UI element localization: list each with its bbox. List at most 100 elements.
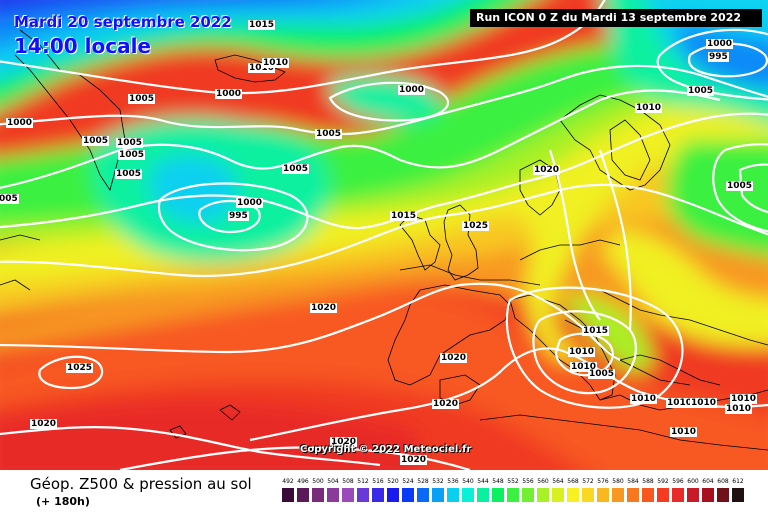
legend-color-swatch <box>492 488 504 502</box>
legend-color-swatch <box>282 488 294 502</box>
legend-value-label: 560 <box>537 478 549 485</box>
isobar-label: 1000 <box>6 118 34 128</box>
legend-color-swatch <box>627 488 639 502</box>
isobar-label: 1020 <box>330 437 358 447</box>
legend-color-swatch <box>657 488 669 502</box>
model-run-banner: Run ICON 0 Z du Mardi 13 septembre 2022 <box>470 9 762 27</box>
isobar-label: 995 <box>228 211 249 221</box>
legend-color-swatch <box>522 488 534 502</box>
legend-value-label: 540 <box>462 478 474 485</box>
legend-value-label: 536 <box>447 478 459 485</box>
legend-color-swatch <box>717 488 729 502</box>
isobar-label: 1005 <box>128 94 156 104</box>
isobar-label: 1020 <box>400 455 428 465</box>
isobar-label: 1010 <box>630 394 658 404</box>
isobar-label: 1005 <box>116 138 144 148</box>
legend-value-label: 608 <box>717 478 729 485</box>
legend-color-swatch <box>297 488 309 502</box>
legend-color-swatch <box>312 488 324 502</box>
legend-color-swatch <box>417 488 429 502</box>
isobar-label: 1010 <box>690 398 718 408</box>
isobar-label: 1015 <box>248 20 276 30</box>
legend-value-label: 584 <box>627 478 639 485</box>
isobar-label: 1005 <box>282 164 310 174</box>
legend-value-label: 576 <box>597 478 609 485</box>
legend-value-label: 508 <box>342 478 354 485</box>
legend-color-swatch <box>372 488 384 502</box>
legend-color-swatch <box>462 488 474 502</box>
legend-value-label: 564 <box>552 478 564 485</box>
legend-color-swatch <box>477 488 489 502</box>
isobar-label: 1010 <box>730 394 758 404</box>
legend-value-label: 556 <box>522 478 534 485</box>
map-footer: Géop. Z500 & pression au sol (+ 180h) 49… <box>0 470 768 512</box>
isobar-label: 1020 <box>310 303 338 313</box>
legend-value-label: 612 <box>732 478 744 485</box>
isobar-label: 1010 <box>570 362 598 372</box>
legend-color-swatch <box>357 488 369 502</box>
legend-color-swatch <box>567 488 579 502</box>
product-title: Géop. Z500 & pression au sol <box>30 475 252 493</box>
legend-value-label: 600 <box>687 478 699 485</box>
isobar-label: 1010 <box>248 63 276 73</box>
legend-value-label: 500 <box>312 478 324 485</box>
isobar-label: 1015 <box>390 211 418 221</box>
legend-value-label: 524 <box>402 478 414 485</box>
isobar-label: 1000 <box>398 85 426 95</box>
isobar-label: 1010 <box>568 347 596 357</box>
isobar-label: 1020 <box>432 399 460 409</box>
legend-value-label: 552 <box>507 478 519 485</box>
isobar-label: 1005 <box>588 369 616 379</box>
legend-color-swatch <box>342 488 354 502</box>
legend-color-swatch <box>432 488 444 502</box>
isobar-label: 1000 <box>706 39 734 49</box>
legend-color-swatch <box>552 488 564 502</box>
legend-color-swatch <box>642 488 654 502</box>
legend-value-label: 572 <box>582 478 594 485</box>
isobar-label: 1010 <box>670 427 698 437</box>
isobar-label: 1015 <box>582 326 610 336</box>
legend-value-label: 592 <box>657 478 669 485</box>
geopotential-map: 1015 1010 1010 1005 1000 1000 1000 1005 1005 1005… <box>0 0 768 470</box>
legend-value-label: 520 <box>387 478 399 485</box>
legend-value-label: 580 <box>612 478 624 485</box>
forecast-local-time: 14:00 locale <box>14 34 151 58</box>
legend-value-label: 548 <box>492 478 504 485</box>
isobar-label: 1005 <box>315 129 343 139</box>
legend-value-label: 512 <box>357 478 369 485</box>
forecast-lead-time: (+ 180h) <box>36 495 90 508</box>
legend-color-swatch <box>582 488 594 502</box>
legend-value-label: 568 <box>567 478 579 485</box>
legend-value-label: 496 <box>297 478 309 485</box>
legend-color-swatch <box>612 488 624 502</box>
legend-value-label: 544 <box>477 478 489 485</box>
isobar-label: 1010 <box>725 404 753 414</box>
legend-color-swatch <box>327 488 339 502</box>
legend-color-swatch <box>597 488 609 502</box>
isobar-label: 005 <box>0 194 19 204</box>
legend-value-label: 532 <box>432 478 444 485</box>
map-fields <box>0 0 768 470</box>
legend-color-swatch <box>447 488 459 502</box>
legend-color-swatch <box>702 488 714 502</box>
isobar-label: 1000 <box>236 198 264 208</box>
isobar-label: 995 <box>708 52 729 62</box>
legend-color-swatch <box>507 488 519 502</box>
color-scale-legend: 492 496 500 504 508 512 516 520 524 528 532 536 540 5… <box>282 478 750 508</box>
isobar-label: 1020 <box>30 419 58 429</box>
copyright-notice: Copyright © 2022 Meteociel.fr <box>300 444 472 455</box>
isobar-label: 1020 <box>533 165 561 175</box>
legend-color-swatch <box>402 488 414 502</box>
coastlines <box>0 29 768 451</box>
legend-value-label: 504 <box>327 478 339 485</box>
isobar-label: 1005 <box>687 86 715 96</box>
isobar-label: 1000 <box>215 89 243 99</box>
legend-color-swatch <box>732 488 744 502</box>
legend-value-label: 588 <box>642 478 654 485</box>
legend-color-swatch <box>537 488 549 502</box>
legend-value-label: 596 <box>672 478 684 485</box>
isobar-label: 1025 <box>462 221 490 231</box>
isobar-label: 1005 <box>82 136 110 146</box>
isobars <box>0 0 768 470</box>
